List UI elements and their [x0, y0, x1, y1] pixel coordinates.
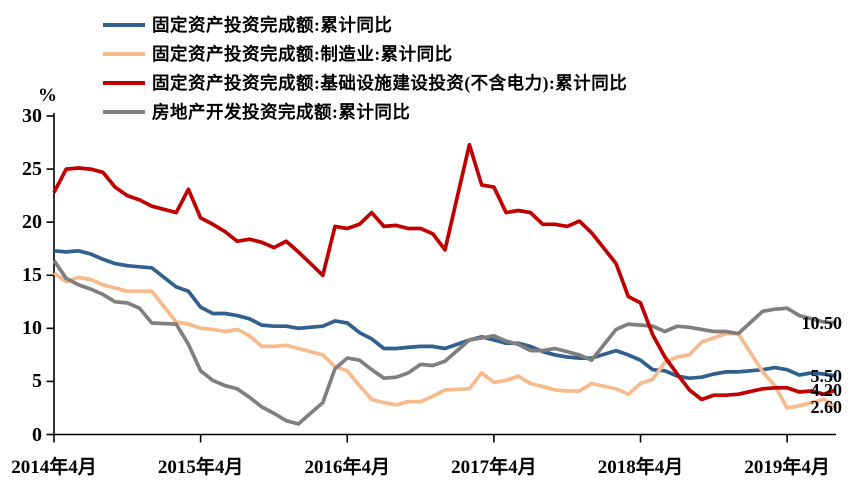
- legend-swatch-line-blue: [103, 22, 145, 27]
- end-value-label-manufacturing: 2.60: [810, 396, 843, 417]
- legend-label: 固定资产投资完成额:累计同比: [152, 15, 393, 35]
- y-tick-label: 0: [32, 423, 42, 446]
- y-axis-unit-label: %: [38, 85, 57, 106]
- legend-item-manufacturing: 固定资产投资完成额:制造业:累计同比: [103, 39, 627, 68]
- axis-lines: [53, 113, 836, 436]
- x-tick-label: 2018年4月: [597, 457, 684, 478]
- legend-swatch-line-gray: [103, 109, 145, 114]
- end-value-label-fai-total: 5.50: [810, 366, 843, 387]
- legend-item-infrastructure: 固定资产投资完成额:基础设施建设投资(不含电力):累计同比: [103, 68, 627, 97]
- series-line-1: [52, 271, 837, 410]
- x-tick-label: 2016年4月: [304, 457, 391, 478]
- legend-label: 房地产开发投资完成额:累计同比: [152, 102, 411, 122]
- legend-swatch-line-orange: [103, 51, 145, 56]
- end-value-label-real-estate: 10.50: [801, 313, 843, 334]
- y-tick-label: 10: [22, 317, 42, 340]
- y-tick-label: 20: [22, 211, 42, 234]
- series-line-2: [52, 142, 837, 402]
- legend-item-real-estate: 房地产开发投资完成额:累计同比: [103, 97, 627, 126]
- y-tick-label: 15: [22, 264, 42, 287]
- x-tick-label: 2017年4月: [451, 457, 537, 478]
- end-value-label-infrastructure: 4.20: [810, 379, 843, 400]
- series-line-0: [53, 248, 837, 381]
- legend-swatch-line-red: [103, 80, 145, 85]
- x-tick-label: 2015年4月: [157, 457, 244, 478]
- x-tick-label: 2014年4月: [11, 457, 97, 478]
- y-tick-label: 25: [22, 158, 42, 181]
- y-tick-label: 30: [22, 105, 42, 127]
- x-tick-label: 2019年4月: [744, 457, 830, 478]
- legend-item-fai-total: 固定资产投资完成额:累计同比: [103, 10, 627, 39]
- legend: 固定资产投资完成额:累计同比 固定资产投资完成额:制造业:累计同比 固定资产投资…: [103, 10, 627, 126]
- legend-label: 固定资产投资完成额:制造业:累计同比: [152, 44, 453, 64]
- legend-label: 固定资产投资完成额:基础设施建设投资(不含电力):累计同比: [152, 73, 628, 93]
- y-tick-label: 5: [32, 370, 42, 393]
- series-line-3: [52, 259, 837, 426]
